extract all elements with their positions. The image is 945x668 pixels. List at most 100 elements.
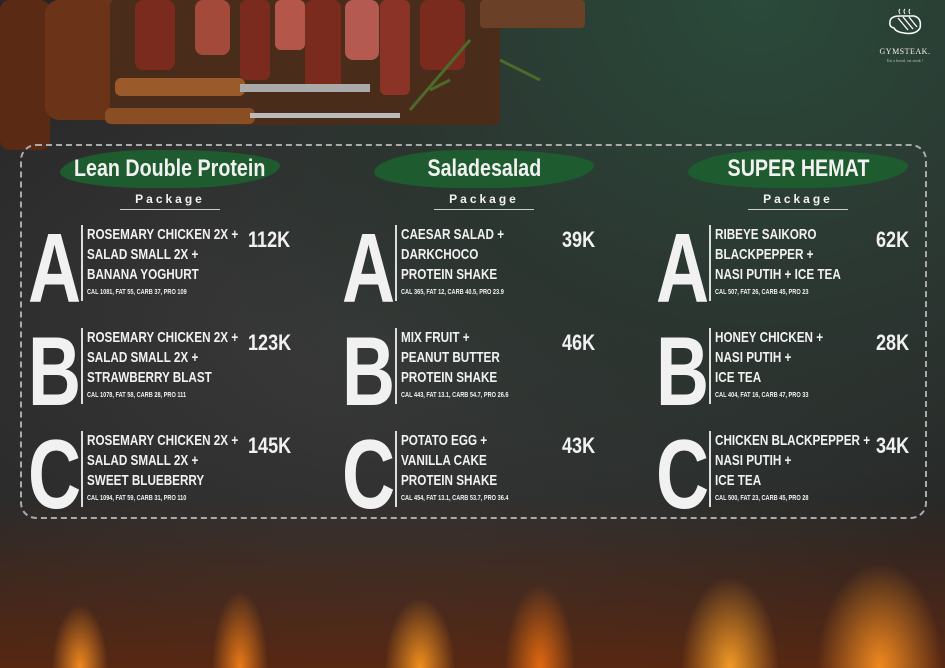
divider bbox=[709, 328, 711, 404]
divider bbox=[81, 431, 83, 507]
menu-item: A RIBEYE SAIKORO BLACKPEPPER + NASI PUTIH … bbox=[648, 219, 945, 317]
item-nutrition: CAL 1094, FAT 59, CARB 31, PRO 110 bbox=[87, 495, 187, 502]
item-line: POTATO EGG + bbox=[401, 432, 488, 449]
item-line: MIX FRUIT + bbox=[401, 329, 470, 346]
divider bbox=[395, 431, 397, 507]
item-letter: B bbox=[342, 316, 396, 426]
item-line: PEANUT BUTTER bbox=[401, 349, 500, 366]
item-price: 145K bbox=[248, 433, 292, 458]
brand-name: GYMSTEAK. bbox=[879, 47, 931, 56]
item-letter: A bbox=[28, 213, 82, 323]
package-title-banner: SUPER HEMAT bbox=[688, 150, 908, 188]
package-title: SUPER HEMAT bbox=[727, 155, 869, 182]
item-nutrition: CAL 454, FAT 13.1, CARB 53.7, PRO 36.4 bbox=[401, 495, 509, 502]
item-price: 28K bbox=[876, 330, 910, 355]
menu-item: B MIX FRUIT + PEANUT BUTTER PROTEIN SHAKE … bbox=[334, 322, 634, 420]
item-line: BANANA YOGHURT bbox=[87, 266, 199, 283]
menu-item: C ROSEMARY CHICKEN 2X + SALAD SMALL 2X + S… bbox=[20, 425, 320, 523]
item-line: VANILLA CAKE bbox=[401, 452, 487, 469]
item-price: 112K bbox=[248, 227, 291, 252]
item-nutrition: CAL 365, FAT 12, CARB 40.5, PRO 23.9 bbox=[401, 289, 504, 296]
item-description: ROSEMARY CHICKEN 2X + SALAD SMALL 2X + SWE… bbox=[87, 431, 238, 491]
steak-board-image bbox=[0, 0, 585, 150]
item-price: 43K bbox=[562, 433, 596, 458]
divider bbox=[709, 431, 711, 507]
item-description: HONEY CHICKEN + NASI PUTIH + ICE TEA bbox=[715, 328, 823, 388]
item-description: CAESAR SALAD + DARKCHOCO PROTEIN SHAKE bbox=[401, 225, 504, 285]
item-price: 62K bbox=[876, 227, 910, 252]
item-description: RIBEYE SAIKORO BLACKPEPPER + NASI PUTIH + … bbox=[715, 225, 841, 285]
menu-item: A ROSEMARY CHICKEN 2X + SALAD SMALL 2X + B… bbox=[20, 219, 320, 317]
divider bbox=[81, 328, 83, 404]
item-line: STRAWBERRY BLAST bbox=[87, 369, 212, 386]
item-line: CHICKEN BLACKPEPPER + bbox=[715, 432, 871, 449]
divider bbox=[120, 209, 220, 210]
item-line: ROSEMARY CHICKEN 2X + bbox=[87, 226, 239, 243]
item-line: NASI PUTIH + bbox=[715, 349, 792, 366]
package-title-banner: Saladesalad bbox=[374, 150, 594, 188]
item-line: PROTEIN SHAKE bbox=[401, 369, 498, 386]
item-letter: B bbox=[656, 316, 710, 426]
menu-item: C POTATO EGG + VANILLA CAKE PROTEIN SHAKE … bbox=[334, 425, 634, 523]
steak-icon bbox=[889, 8, 922, 35]
item-nutrition: CAL 1078, FAT 58, CARB 28, PRO 111 bbox=[87, 392, 187, 399]
item-line: SALAD SMALL 2X + bbox=[87, 246, 199, 263]
item-letter: A bbox=[656, 213, 710, 323]
brand-logo: GYMSTEAK. Eat a bread, eat steak ! bbox=[875, 8, 935, 63]
item-line: HONEY CHICKEN + bbox=[715, 329, 824, 346]
menu-panel bbox=[20, 144, 927, 519]
menu-item: B ROSEMARY CHICKEN 2X + SALAD SMALL 2X + S… bbox=[20, 322, 320, 420]
item-line: SWEET BLUEBERRY bbox=[87, 472, 205, 489]
item-letter: C bbox=[656, 419, 710, 529]
item-price: 123K bbox=[248, 330, 292, 355]
menu-item: A CAESAR SALAD + DARKCHOCO PROTEIN SHAKE C… bbox=[334, 219, 634, 317]
package-title: Lean Double Protein bbox=[74, 155, 266, 182]
item-price: 39K bbox=[562, 227, 596, 252]
package-subtitle: Package bbox=[763, 192, 833, 206]
item-description: ROSEMARY CHICKEN 2X + SALAD SMALL 2X + BAN… bbox=[87, 225, 238, 285]
item-letter: C bbox=[342, 419, 396, 529]
package-column: SUPER HEMAT Package bbox=[648, 150, 945, 210]
divider bbox=[434, 209, 534, 210]
item-line: NASI PUTIH + ICE TEA bbox=[715, 266, 841, 283]
item-line: ICE TEA bbox=[715, 369, 762, 386]
package-subtitle: Package bbox=[449, 192, 519, 206]
item-description: MIX FRUIT + PEANUT BUTTER PROTEIN SHAKE bbox=[401, 328, 500, 388]
menu-item: B HONEY CHICKEN + NASI PUTIH + ICE TEA CAL… bbox=[648, 322, 945, 420]
item-letter: B bbox=[28, 316, 82, 426]
item-letter: A bbox=[342, 213, 396, 323]
item-line: RIBEYE SAIKORO bbox=[715, 226, 817, 243]
item-line: SALAD SMALL 2X + bbox=[87, 349, 199, 366]
item-description: ROSEMARY CHICKEN 2X + SALAD SMALL 2X + STR… bbox=[87, 328, 238, 388]
item-description: CHICKEN BLACKPEPPER + NASI PUTIH + ICE TEA bbox=[715, 431, 870, 491]
divider bbox=[81, 225, 83, 301]
brand-tagline: Eat a bread, eat steak ! bbox=[886, 58, 924, 63]
item-line: CAESAR SALAD + bbox=[401, 226, 505, 243]
item-line: BLACKPEPPER + bbox=[715, 246, 814, 263]
menu-item: C CHICKEN BLACKPEPPER + NASI PUTIH + ICE T… bbox=[648, 425, 945, 523]
item-nutrition: CAL 1081, FAT 55, CARB 37, PRO 109 bbox=[87, 289, 187, 296]
package-column: Saladesalad Package bbox=[334, 150, 634, 210]
item-line: SALAD SMALL 2X + bbox=[87, 452, 199, 469]
item-letter: C bbox=[28, 419, 82, 529]
divider bbox=[709, 225, 711, 301]
item-line: PROTEIN SHAKE bbox=[401, 472, 498, 489]
item-nutrition: CAL 500, FAT 23, CARB 45, PRO 28 bbox=[715, 495, 809, 502]
item-line: DARKCHOCO bbox=[401, 246, 479, 263]
flames-decoration bbox=[0, 498, 945, 668]
item-nutrition: CAL 507, FAT 26, CARB 45, PRO 23 bbox=[715, 289, 809, 296]
item-line: NASI PUTIH + bbox=[715, 452, 792, 469]
item-line: PROTEIN SHAKE bbox=[401, 266, 498, 283]
item-line: ROSEMARY CHICKEN 2X + bbox=[87, 432, 239, 449]
item-line: ICE TEA bbox=[715, 472, 762, 489]
item-nutrition: CAL 443, FAT 13.1, CARB 54.7, PRO 26.6 bbox=[401, 392, 509, 399]
divider bbox=[748, 209, 848, 210]
divider bbox=[395, 225, 397, 301]
package-title: Saladesalad bbox=[427, 155, 541, 182]
package-subtitle: Package bbox=[135, 192, 205, 206]
package-title-banner: Lean Double Protein bbox=[60, 150, 280, 188]
item-description: POTATO EGG + VANILLA CAKE PROTEIN SHAKE bbox=[401, 431, 497, 491]
divider bbox=[395, 328, 397, 404]
item-price: 34K bbox=[876, 433, 910, 458]
item-line: ROSEMARY CHICKEN 2X + bbox=[87, 329, 239, 346]
